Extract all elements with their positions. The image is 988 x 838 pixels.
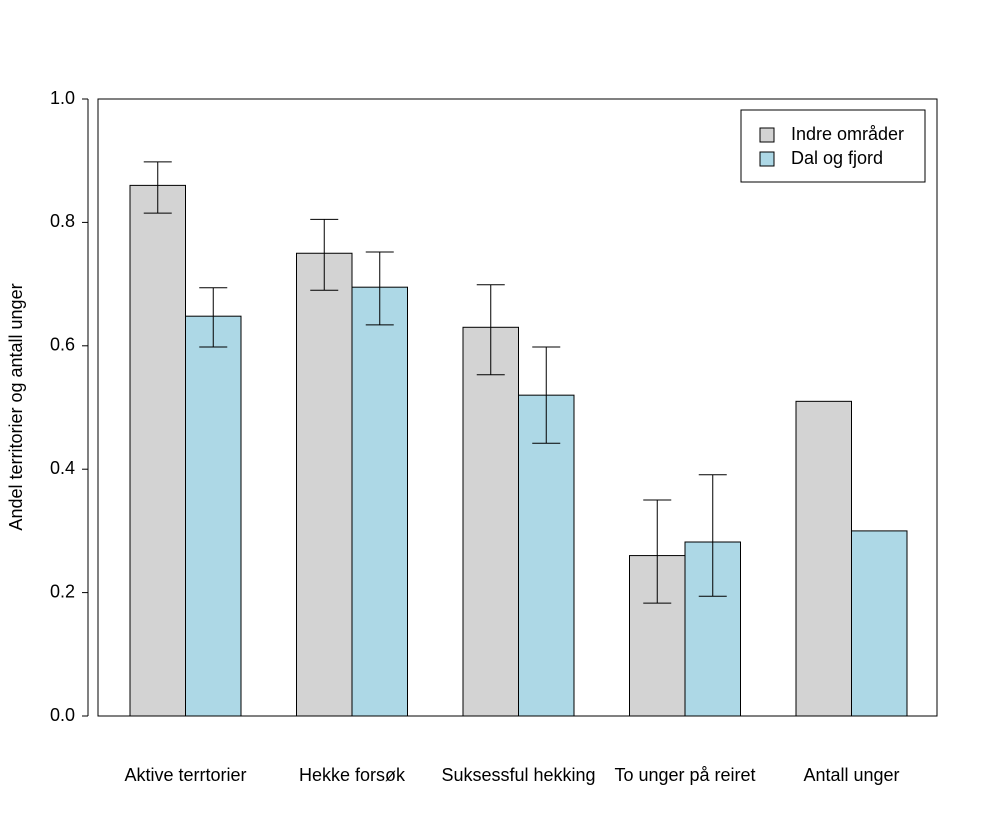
error-bar	[310, 218, 339, 291]
legend-box	[740, 109, 926, 183]
legend-swatch	[759, 151, 775, 167]
bar	[296, 252, 353, 717]
legend-label: Dal og fjord	[791, 148, 883, 168]
x-tick-label: Suksessful hekking	[441, 765, 595, 785]
legend-label: Indre områder	[791, 124, 904, 144]
error-bar	[698, 474, 727, 597]
bar	[518, 394, 575, 717]
error-bar	[199, 287, 228, 348]
bar	[351, 286, 408, 717]
error-bar	[143, 161, 172, 214]
y-tick-label: 0.2	[50, 581, 75, 601]
y-tick-label: 0.4	[50, 458, 75, 478]
x-tick-label: To unger på reiret	[614, 765, 755, 785]
error-bar	[532, 346, 561, 444]
x-tick-label: Aktive terrtorier	[124, 765, 246, 785]
y-axis-title: Andel territorier og antall unger	[6, 283, 26, 530]
y-tick-label: 1.0	[50, 88, 75, 108]
bar	[185, 315, 242, 717]
bar	[795, 400, 852, 717]
bar	[851, 530, 908, 717]
error-bar	[643, 499, 672, 604]
legend-swatch	[759, 127, 775, 143]
error-bar	[365, 251, 394, 326]
x-tick-label: Hekke forsøk	[299, 765, 406, 785]
y-tick-label: 0.8	[50, 211, 75, 231]
y-tick-label: 0.0	[50, 705, 75, 725]
x-tick-label: Antall unger	[803, 765, 899, 785]
y-tick-label: 0.6	[50, 335, 75, 355]
error-bar	[476, 284, 505, 376]
bar	[462, 326, 519, 717]
bar	[129, 184, 186, 717]
